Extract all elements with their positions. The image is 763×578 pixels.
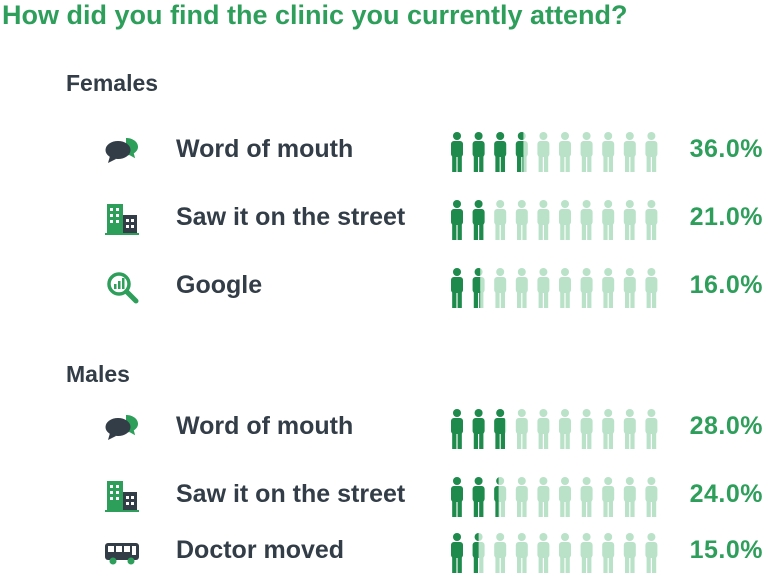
speech-bubbles-icon [104,133,140,169]
person-icon-partial [494,477,507,517]
person-icon-empty [494,268,507,308]
person-icon-empty [559,533,571,573]
group-label-males: Males [66,361,130,387]
row-value: 21.0% [689,203,763,231]
person-icon-empty [623,132,636,172]
pictogram-svg [451,132,658,172]
person-icon-empty [645,477,658,517]
person-icon-empty [580,200,593,240]
person-icon-empty [537,533,550,573]
speech-bubbles-icon [104,410,140,446]
row-females-saw-it-on-the-street: Saw it on the street 21.0% [0,199,763,240]
person-icon-empty [645,200,658,240]
person-icon-filled [494,132,507,172]
person-icon-partial [515,132,528,172]
row-label: Word of mouth [176,135,354,163]
person-icon-empty [559,132,571,172]
person-icon-filled [472,409,485,449]
person-icon-empty [559,200,571,240]
person-icon-empty [602,409,615,449]
person-icon-empty [623,268,636,308]
person-icon-empty [515,409,528,449]
person-icon-empty [537,132,550,172]
buildings-icon [104,478,140,514]
person-icon-empty [515,268,528,308]
person-icon-filled [451,477,463,517]
row-males-word-of-mouth: Word of mouth 28.0% [0,408,763,449]
pictogram-people [449,200,669,240]
row-females-word-of-mouth: Word of mouth 36.0% [0,131,763,172]
row-label: Doctor moved [176,536,345,564]
row-label: Saw it on the street [176,480,406,508]
person-icon-empty [645,409,658,449]
person-icon-empty [580,409,593,449]
person-icon-filled [472,477,485,517]
person-icon-empty [537,268,550,308]
person-icon-partial [494,200,507,240]
person-icon-empty [537,200,550,240]
buildings-icon [104,201,140,237]
person-icon-filled [472,132,485,172]
person-icon-partial [472,533,485,573]
person-icon-empty [623,533,636,573]
pictogram-svg [451,533,658,573]
row-label: Google [176,271,263,299]
person-icon-empty [580,268,593,308]
person-icon-empty [602,477,615,517]
person-icon-empty [623,477,636,517]
row-value: 24.0% [689,480,763,508]
row-males-saw-it-on-the-street: Saw it on the street 24.0% [0,476,763,517]
person-icon-empty [537,477,550,517]
person-icon-empty [559,409,571,449]
person-icon-filled [451,200,463,240]
person-icon-empty [515,200,528,240]
person-icon-empty [602,200,615,240]
person-icon-empty [580,132,593,172]
person-icon-empty [494,533,507,573]
person-icon-filled [451,409,463,449]
chart-title: How did you find the clinic you currentl… [2,0,628,30]
person-icon-empty [602,268,615,308]
group-label-females: Females [66,70,159,96]
magnifier-chart-icon [104,269,140,305]
pictogram-people [449,409,669,449]
person-icon-empty [645,132,658,172]
pictogram-people [449,477,669,517]
pictogram-svg [451,268,658,308]
row-value: 36.0% [689,135,763,163]
row-males-doctor-moved: Doctor moved 15.0% [0,532,763,573]
pictogram-svg [451,477,658,517]
person-icon-empty [623,409,636,449]
person-icon-empty [559,268,571,308]
person-icon-empty [515,533,528,573]
row-value: 15.0% [689,536,763,564]
person-icon-empty [602,132,615,172]
pictogram-svg [451,409,658,449]
person-icon-filled [451,268,463,308]
pictogram-people [449,132,669,172]
bus-icon [104,534,140,570]
person-icon-empty [559,477,571,517]
person-icon-empty [580,533,593,573]
person-icon-empty [580,477,593,517]
person-icon-empty [515,477,528,517]
person-icon-partial [494,409,507,449]
pictogram-people [449,268,669,308]
row-value: 16.0% [689,271,763,299]
row-label: Saw it on the street [176,203,406,231]
person-icon-filled [451,533,463,573]
person-icon-empty [602,533,615,573]
person-icon-empty [623,200,636,240]
person-icon-filled [451,132,463,172]
row-label: Word of mouth [176,412,354,440]
person-icon-empty [537,409,550,449]
row-females-google: Google 16.0% [0,267,763,308]
person-icon-empty [645,268,658,308]
person-icon-empty [645,533,658,573]
pictogram-svg [451,200,658,240]
pictogram-people [449,533,669,573]
person-icon-partial [472,268,485,308]
person-icon-filled [472,200,485,240]
row-value: 28.0% [689,412,763,440]
